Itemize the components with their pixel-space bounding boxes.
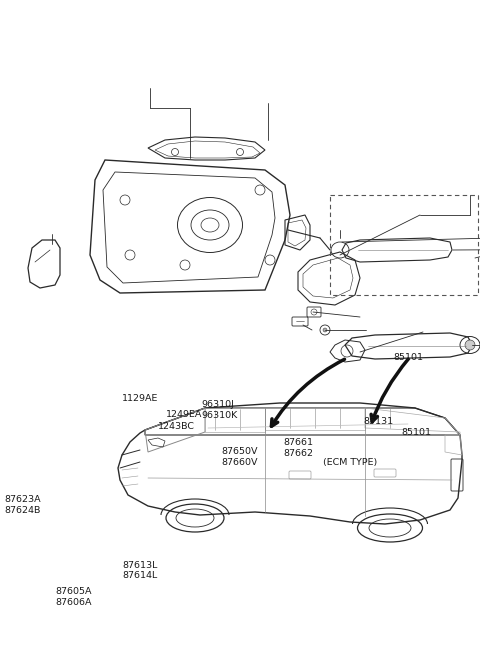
Text: 87613L
87614L: 87613L 87614L [122, 561, 158, 581]
Circle shape [465, 340, 475, 350]
Text: 85101: 85101 [401, 428, 431, 437]
Text: 96310J
96310K: 96310J 96310K [202, 400, 238, 420]
Circle shape [323, 328, 327, 332]
Text: 85131: 85131 [363, 417, 393, 426]
Text: 85101: 85101 [394, 353, 423, 362]
Text: 1249EA: 1249EA [166, 410, 202, 419]
Text: 87623A
87624B: 87623A 87624B [5, 495, 41, 515]
Text: 87605A
87606A: 87605A 87606A [55, 587, 92, 607]
Text: 87661
87662: 87661 87662 [283, 438, 313, 458]
Text: 1129AE: 1129AE [122, 394, 159, 403]
Text: 1243BC: 1243BC [158, 422, 195, 431]
Text: 87650V
87660V: 87650V 87660V [222, 447, 258, 467]
Text: (ECM TYPE): (ECM TYPE) [323, 458, 377, 467]
